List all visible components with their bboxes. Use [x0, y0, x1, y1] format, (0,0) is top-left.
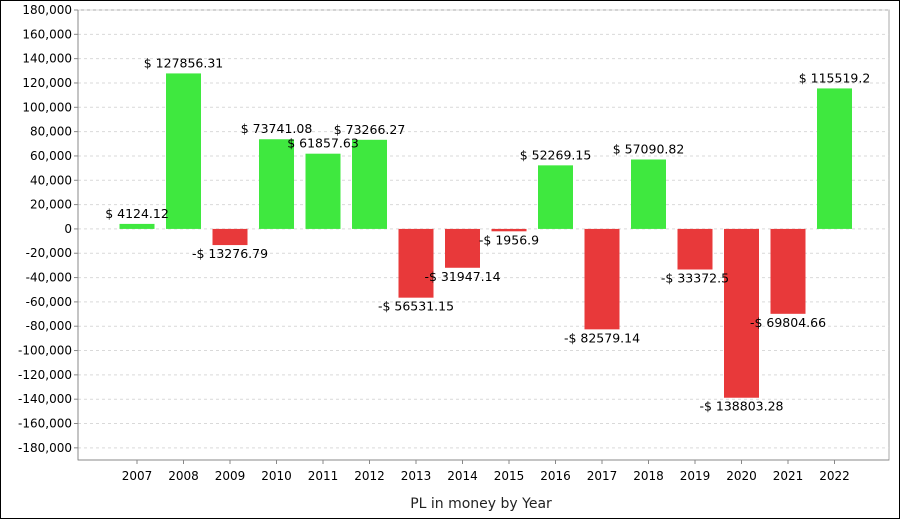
data-labels: $ 4124.12 $ 127856.31 -$ 13276.79 $ 73741.0…	[105, 55, 870, 413]
y-tick-label: -80,000	[26, 319, 72, 333]
x-tick-label: 2019	[680, 469, 711, 483]
x-tick-label: 2014	[447, 469, 478, 483]
y-tick-label: 0	[64, 222, 72, 236]
bar-2016	[538, 165, 573, 229]
x-tick-label: 2020	[726, 469, 757, 483]
bar-2011	[305, 153, 341, 229]
data-label-2011: $ 61857.63	[287, 136, 359, 151]
bars	[119, 73, 852, 398]
data-label-2014: -$ 31947.14	[424, 269, 500, 284]
x-tick-label: 2013	[401, 469, 432, 483]
data-label-2017: -$ 82579.14	[564, 330, 640, 345]
data-label-2020: -$ 138803.28	[699, 399, 783, 414]
bar-2021	[770, 228, 806, 314]
data-label-2022: $ 115519.2	[799, 70, 871, 85]
y-tick-label: 120,000	[22, 76, 72, 90]
x-axis-title: PL in money by Year	[410, 496, 552, 512]
data-label-2019: -$ 33372.5	[661, 271, 729, 286]
data-label-2010: $ 73741.08	[241, 121, 313, 136]
y-tick-label: 160,000	[22, 27, 72, 41]
axes	[74, 9, 889, 464]
bar-2018	[631, 159, 666, 229]
x-tick-label: 2015	[494, 469, 525, 483]
y-tick-label: 20,000	[30, 198, 72, 212]
data-label-2008: $ 127856.31	[144, 55, 224, 70]
bar-2008	[166, 73, 201, 229]
data-label-2012: $ 73266.27	[334, 122, 406, 137]
x-tick-label: 2017	[587, 469, 618, 483]
bar-2009	[212, 228, 248, 246]
y-tick-label: 60,000	[30, 149, 72, 163]
y-tick-label: -40,000	[26, 271, 72, 285]
bar-2010	[259, 139, 294, 229]
bar-2013	[398, 228, 434, 298]
bar-2014	[445, 228, 480, 268]
x-tick-label: 2011	[308, 469, 339, 483]
y-tick-label: 180,000	[22, 3, 72, 17]
y-tick-label: 80,000	[30, 125, 72, 139]
x-tick-label: 2009	[215, 469, 246, 483]
y-tick-label: -120,000	[18, 368, 72, 382]
bar-2017	[584, 228, 620, 330]
bar-2007	[119, 223, 155, 229]
data-label-2009: -$ 13276.79	[192, 246, 268, 261]
data-label-2007: $ 4124.12	[105, 206, 169, 221]
x-tick-labels: 2007 2008 2009 2010 2011 2012 2013 2014 2015 2016…	[122, 469, 850, 483]
x-tick-label: 2021	[773, 469, 804, 483]
y-tick-label: 100,000	[22, 100, 72, 114]
x-tick-label: 2008	[168, 469, 199, 483]
bar-2020	[724, 228, 759, 398]
y-tick-label: -20,000	[26, 246, 72, 260]
y-tick-label: 40,000	[30, 173, 72, 187]
y-tick-label: -180,000	[18, 441, 72, 455]
data-label-2013: -$ 56531.15	[378, 299, 454, 314]
y-tick-label: -140,000	[18, 392, 72, 406]
x-tick-label: 2022	[819, 469, 850, 483]
x-tick-label: 2012	[354, 469, 385, 483]
data-label-2016: $ 52269.15	[520, 147, 592, 162]
y-tick-label: -60,000	[26, 295, 72, 309]
bar-2012	[352, 139, 387, 229]
bar-2015	[491, 228, 527, 232]
bar-2022	[817, 88, 852, 229]
x-tick-label: 2016	[540, 469, 571, 483]
x-tick-label: 2018	[633, 469, 664, 483]
data-label-2015: -$ 1956.9	[479, 232, 539, 247]
x-tick-label: 2007	[122, 469, 153, 483]
y-tick-label: 140,000	[22, 52, 72, 66]
bar-2019	[677, 228, 713, 270]
y-tick-label: -160,000	[18, 417, 72, 431]
y-tick-labels: 180,000 160,000 140,000 120,000 100,000 80,00…	[18, 3, 72, 455]
data-label-2018: $ 57090.82	[613, 141, 685, 156]
data-label-2021: -$ 69804.66	[750, 315, 826, 330]
x-tick-label: 2010	[261, 469, 292, 483]
y-tick-label: -100,000	[18, 344, 72, 358]
